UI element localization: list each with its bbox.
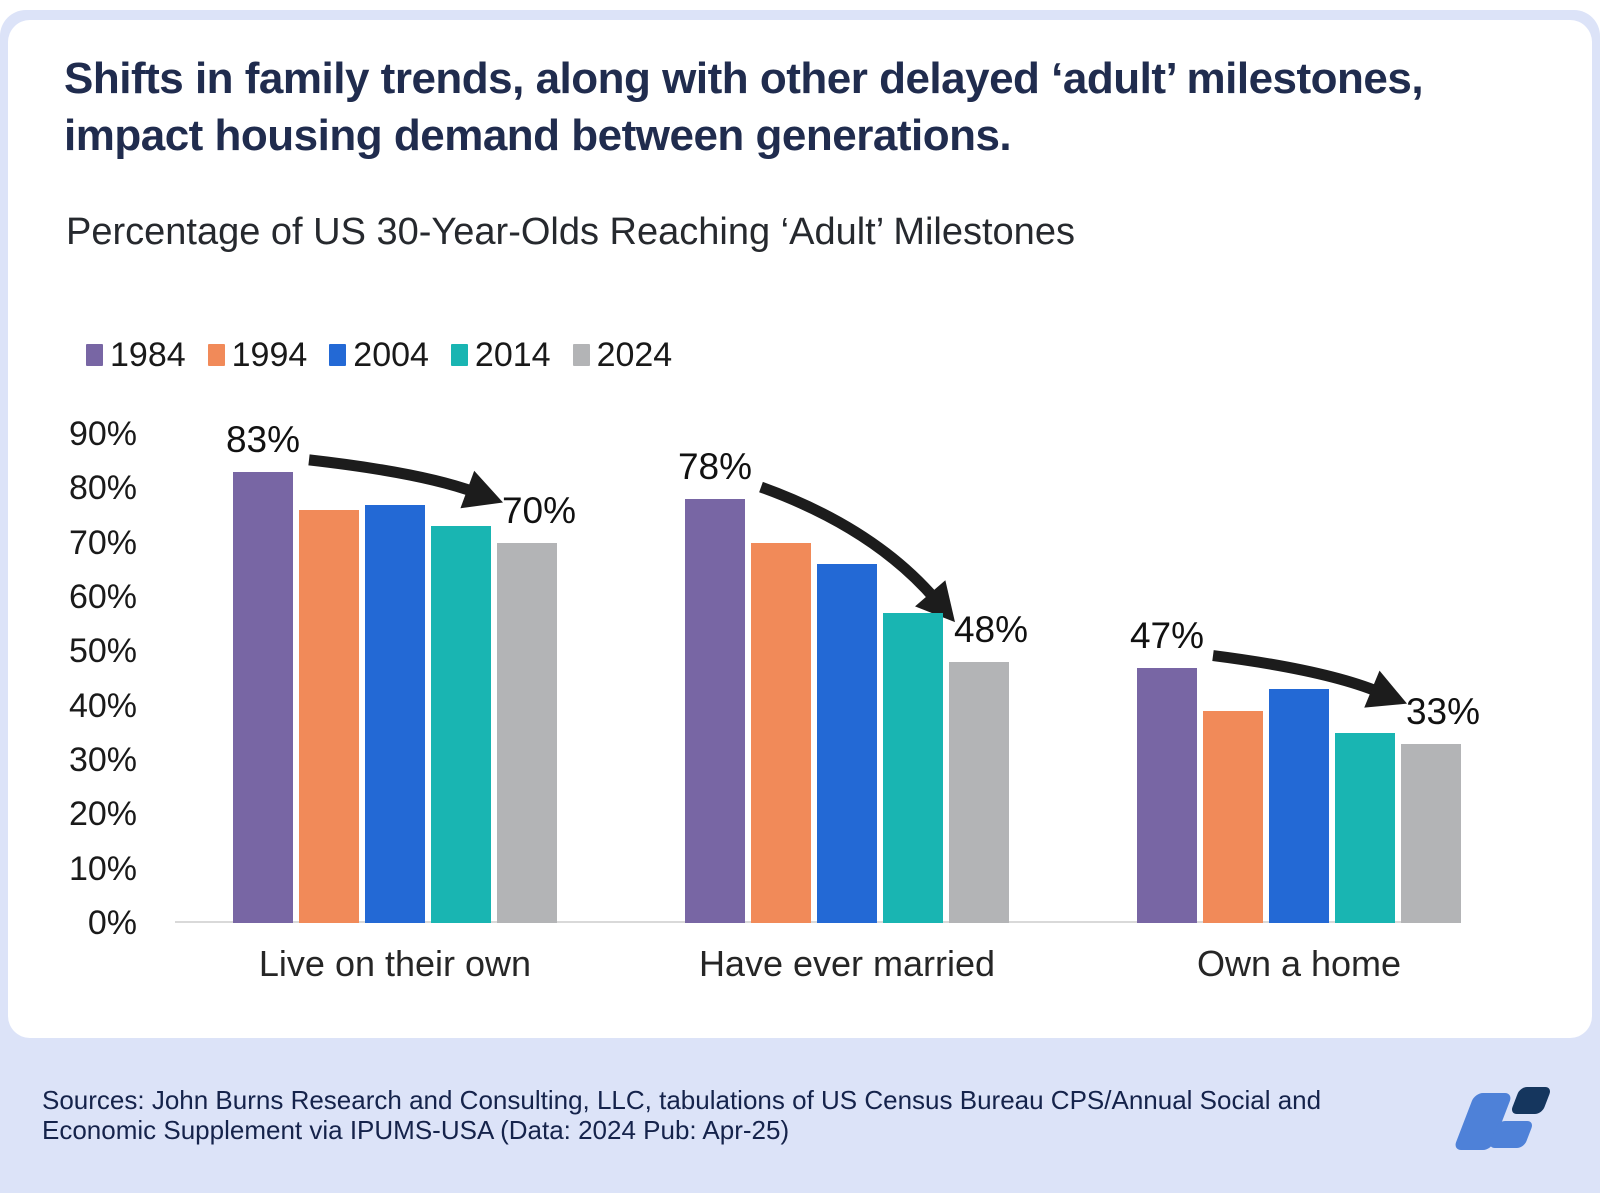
legend-label: 1994: [231, 336, 308, 374]
legend-item-1994: 1994: [207, 336, 308, 374]
bar-1994-live-on-their-own: [299, 509, 359, 923]
legend-swatch-2004: [329, 344, 347, 366]
y-axis-tick-label: 60%: [68, 577, 137, 616]
data-label-end: 33%: [1405, 690, 1481, 732]
legend-label: 1984: [110, 336, 186, 374]
legend-label: 2024: [596, 336, 673, 374]
y-axis-tick-label: 70%: [68, 523, 137, 562]
y-axis-tick-label: 30%: [68, 740, 137, 779]
trend-arrow-line: [308, 454, 477, 498]
bar-1984-live-on-their-own: [233, 471, 293, 923]
source-line-1: Sources: John Burns Research and Consult…: [42, 1085, 1322, 1115]
bar-2024-own-a-home: [1401, 743, 1461, 923]
legend-item-2004: 2004: [329, 337, 429, 373]
legend-label: 2014: [474, 336, 551, 374]
page-title: Shifts in family trends, along with othe…: [64, 54, 1424, 160]
logo-navy-block: [1509, 1087, 1553, 1114]
y-axis-tick-label: 0%: [87, 904, 137, 942]
bar-2024-live-on-their-own: [497, 542, 557, 923]
trend-arrow-line: [1212, 650, 1382, 698]
john-burns-logo: [1452, 1085, 1557, 1153]
legend-item-1984: 1984: [86, 337, 186, 373]
bar-1994-own-a-home: [1203, 711, 1263, 923]
y-axis-tick-label: 90%: [68, 414, 137, 453]
bar-2004-own-a-home: [1269, 689, 1329, 923]
y-axis-tick-label: 10%: [68, 849, 137, 888]
data-label-start: 78%: [677, 446, 753, 488]
source-text: Sources: John Burns Research and Consult…: [42, 1085, 1321, 1145]
bar-1984-have-ever-married: [685, 499, 745, 923]
legend-item-2014: 2014: [450, 336, 551, 374]
data-label-end: 48%: [953, 609, 1029, 651]
legend: 1984 1994 2004 2014 2024: [86, 336, 672, 374]
data-label-start: 83%: [225, 418, 301, 460]
bar-2004-have-ever-married: [817, 564, 877, 923]
bar-1984-own-a-home: [1137, 667, 1197, 923]
y-axis-tick-label: 80%: [68, 469, 137, 508]
category-label: Have ever married: [698, 943, 996, 984]
source-line-2: Economic Supplement via IPUMS-USA (Data:…: [42, 1115, 790, 1145]
legend-item-2024: 2024: [572, 336, 673, 374]
legend-swatch-2024: [572, 344, 590, 366]
category-label: Live on their own: [258, 943, 532, 984]
y-axis-tick-label: 40%: [68, 686, 137, 725]
bar-2004-live-on-their-own: [365, 504, 425, 923]
y-axis-tick-label: 50%: [68, 632, 137, 671]
y-axis-tick-label: 20%: [68, 795, 137, 834]
bar-2014-own-a-home: [1335, 732, 1395, 923]
category-label: Own a home: [1196, 943, 1402, 984]
bar-1994-have-ever-married: [751, 542, 811, 923]
data-label-start: 47%: [1129, 614, 1205, 656]
legend-label: 2004: [353, 336, 429, 374]
bar-2024-have-ever-married: [949, 662, 1009, 923]
legend-swatch-1994: [207, 344, 225, 366]
bar-2014-have-ever-married: [883, 613, 943, 923]
x-axis-line: [175, 921, 1458, 923]
legend-swatch-1984: [86, 344, 103, 366]
chart-subtitle: Percentage of US 30-Year-Olds Reaching ‘…: [66, 211, 1075, 253]
bar-2014-live-on-their-own: [431, 526, 491, 923]
legend-swatch-2014: [450, 344, 468, 366]
data-label-end: 70%: [501, 489, 577, 531]
